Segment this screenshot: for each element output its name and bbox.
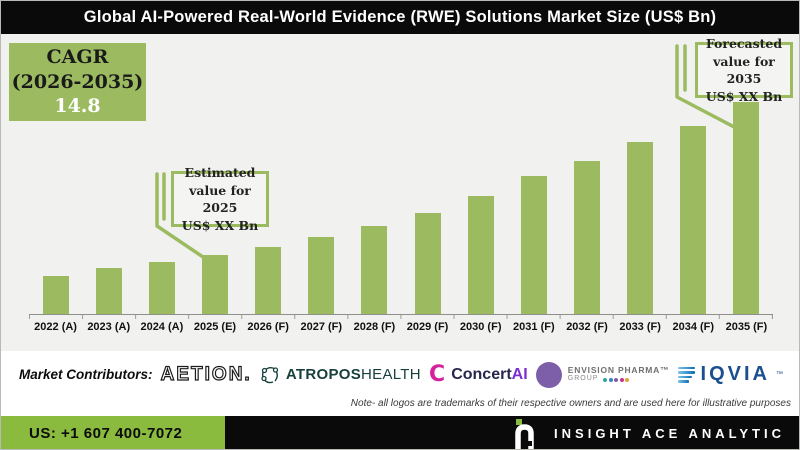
contributors-bar: Market Contributors: AETION. ATROPOSHEAL… [1,351,799,398]
insight-ace-logo-icon [515,418,534,449]
bar-2033 (F) [627,142,654,314]
atropos-word-bold: ATROPOS [285,365,362,383]
bar-2032 (F) [573,161,600,314]
x-axis-label: 2023 (A) [87,321,131,333]
bar-2024 (A) [148,262,175,314]
phone-number: US: +1 607 400-7072 [29,425,183,442]
brand-name: INSIGHT ACE ANALYTIC [554,426,785,441]
bar-2035 (F) [733,102,760,314]
bar-2028 (F) [361,226,388,314]
footer: US: +1 607 400-7072 INSIGHT ACE ANALYTIC [1,416,799,449]
callout-line: Estimated [184,165,256,180]
bar-column [295,237,348,314]
bar-column [720,102,773,314]
callout-line: value for 2025 [189,182,251,216]
iqvia-wordmark: IQVIA [700,363,770,385]
logo-atropos-health: ATROPOSHEALTH [260,365,421,385]
callout-estimated-2025: Estimated value for 2025 US$ XX Bn [171,165,269,233]
iqvia-tm: ™ [775,371,783,378]
callout-line: US$ XX Bn [181,217,259,233]
envision-line2: GROUP [567,375,599,383]
envision-dots [603,377,630,382]
bar-column [507,176,560,314]
cagr-range: (2026-2035) [11,70,144,93]
x-axis-label: 2035 (F) [725,321,768,333]
x-axis-label: 2022 (A) [34,321,77,333]
logo-aetion: AETION. [160,363,252,386]
bar-column [401,213,454,314]
aetion-wordmark: AETION. [160,363,252,385]
cagr-value: 14.8 [54,95,101,118]
bar-column [667,126,720,314]
bar-2026 (F) [255,247,282,314]
bar-2025 (E) [201,255,228,314]
bar-2027 (F) [308,237,335,314]
x-axis-ticks [29,315,773,319]
x-axis-label: 2027 (F) [300,321,343,333]
bar-column [614,142,667,314]
logo-envision-pharma: ENVISION PHARMA™ GROUP [535,361,670,388]
x-axis-labels: 2022 (A) 2023 (A) 2024 (A) 2025 (E) 2026 (F)… [29,321,773,333]
logo-concertai: C ConcertAI [429,362,528,387]
logo-iqvia: IQVIA ™ [677,363,783,386]
x-axis-label: 2029 (F) [406,321,449,333]
bar-column [29,276,82,314]
x-axis-label: 2033 (F) [619,321,661,333]
envision-circle-icon [535,361,562,388]
page-title: Global AI-Powered Real-World Evidence (R… [83,8,717,26]
bar-column [188,255,241,314]
trademark-note: Note- all logos are trademarks of their … [350,398,791,409]
bar-2023 (A) [95,268,122,314]
x-axis-label: 2028 (F) [353,321,396,333]
concertai-c-icon: C [429,362,446,387]
phone-badge: US: +1 607 400-7072 [1,416,225,449]
bar-column [560,161,613,314]
atropos-word-regular: HEALTH [361,365,421,383]
bar-column [454,196,507,314]
bar-column [82,268,135,314]
callout-line: US$ XX Bn [705,88,783,104]
bar-column [242,247,295,314]
bar-2031 (F) [520,176,547,314]
bar-2029 (F) [414,213,441,314]
bar-column [348,226,401,314]
chart-region: CAGR (2026-2035) 14.8 Estimated value fo… [1,34,799,351]
x-axis-label: 2031 (F) [513,321,555,333]
atropos-molecule-icon [261,366,279,383]
x-axis-label: 2034 (F) [672,321,715,333]
x-axis-label: 2026 (F) [247,321,289,333]
bar-column [135,262,188,314]
callout-forecasted-2035: Forecasted value for 2035 US$ XX Bn [695,36,793,104]
bar-2034 (F) [680,126,707,314]
note-strip: Note- all logos are trademarks of their … [1,398,799,416]
brand-bar: INSIGHT ACE ANALYTIC [225,416,799,449]
plot-area [29,34,773,315]
cagr-heading: CAGR [46,45,109,68]
callout-line: Forecasted [705,36,783,51]
concertai-ai: AI [511,365,528,383]
bar-2030 (F) [467,196,494,314]
contributors-label: Market Contributors: [19,367,153,382]
cagr-box: CAGR (2026-2035) 14.8 [9,43,146,121]
x-axis-label: 2032 (F) [566,321,608,333]
title-bar: Global AI-Powered Real-World Evidence (R… [1,1,799,34]
iqvia-stripes-icon [677,366,695,383]
callout-line: value for 2035 [713,53,775,87]
x-axis-label: 2030 (F) [459,321,502,333]
bar-2022 (A) [42,276,69,314]
envision-line1: ENVISION PHARMA™ [567,364,670,375]
x-axis-label: 2024 (A) [140,321,184,333]
x-axis-label: 2025 (E) [193,321,237,333]
concertai-word: Concert [451,365,512,383]
